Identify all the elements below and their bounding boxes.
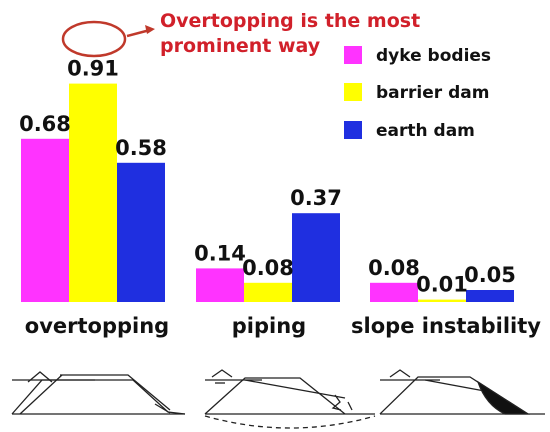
bar-piping-earth-dam xyxy=(292,213,340,302)
annotation-line-2: prominent way xyxy=(160,35,321,57)
value-label: 0.91 xyxy=(67,57,119,81)
annotation: Overtopping is the most prominent way xyxy=(61,10,420,58)
value-label: 0.68 xyxy=(19,112,71,136)
bar-piping-barrier-dam xyxy=(244,282,292,302)
category-label: overtopping xyxy=(25,314,169,338)
piping-dam-icon xyxy=(204,369,376,429)
bar-slope-instability-earth-dam xyxy=(466,290,514,302)
bar-overtopping-earth-dam xyxy=(117,162,165,302)
legend-label: barrier dam xyxy=(376,83,489,103)
slope-instability-dam-icon xyxy=(379,369,545,415)
legend-swatch xyxy=(344,121,362,139)
value-label: 0.14 xyxy=(194,241,246,265)
annotation-arrow xyxy=(126,28,151,38)
annotation-line-1: Overtopping is the most xyxy=(160,10,420,32)
legend-label: earth dam xyxy=(376,121,475,141)
annotation-highlight-ellipse xyxy=(61,20,127,58)
legend-swatch xyxy=(344,46,362,64)
bar-overtopping-barrier-dam xyxy=(69,83,117,302)
value-label: 0.58 xyxy=(115,136,167,160)
category-labels: overtopping piping slope instability xyxy=(25,314,541,338)
value-label: 0.37 xyxy=(290,186,342,210)
legend-label: dyke bodies xyxy=(376,46,491,66)
bar-slope-instability-dyke-bodies xyxy=(370,282,418,302)
legend: dyke bodies barrier dam earth dam xyxy=(344,46,491,141)
bar-slope-instability-barrier-dam xyxy=(418,299,466,302)
category-label: slope instability xyxy=(351,314,541,338)
bar-overtopping-dyke-bodies xyxy=(21,138,69,302)
value-labels: 0.680.910.580.140.080.370.080.010.05 xyxy=(19,57,516,297)
value-label: 0.08 xyxy=(368,256,420,280)
bar-piping-dyke-bodies xyxy=(196,268,244,302)
value-label: 0.08 xyxy=(242,256,294,280)
legend-swatch xyxy=(344,83,362,101)
overtopping-dam-icon xyxy=(11,371,186,415)
value-label: 0.01 xyxy=(416,273,468,297)
category-label: piping xyxy=(232,314,306,338)
value-label: 0.05 xyxy=(464,263,516,287)
annotation-arrowhead xyxy=(145,25,155,34)
bars xyxy=(21,83,514,302)
